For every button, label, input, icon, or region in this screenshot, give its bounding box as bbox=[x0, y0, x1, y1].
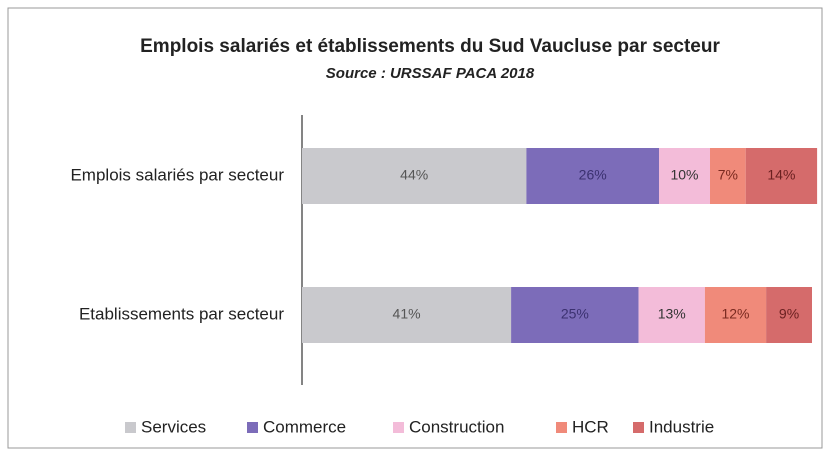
data-label: 9% bbox=[779, 306, 799, 322]
legend-swatch bbox=[633, 422, 644, 433]
legend-swatch bbox=[556, 422, 567, 433]
data-label: 13% bbox=[658, 306, 686, 322]
data-label: 7% bbox=[718, 167, 738, 183]
y-tick-label: Etablissements par secteur bbox=[79, 304, 284, 323]
bar-segment bbox=[766, 287, 812, 343]
data-label: 44% bbox=[400, 167, 428, 183]
legend-label: Commerce bbox=[263, 417, 346, 436]
bar-segment bbox=[526, 148, 659, 204]
bar-segment bbox=[638, 287, 705, 343]
data-label: 10% bbox=[670, 167, 698, 183]
legend-swatch bbox=[125, 422, 136, 433]
bar-segment bbox=[302, 287, 512, 343]
y-tick-label: Emplois salariés par secteur bbox=[70, 165, 284, 184]
bar-segment bbox=[710, 148, 746, 204]
data-label: 26% bbox=[579, 167, 607, 183]
chart-frame bbox=[7, 7, 823, 449]
data-label: 41% bbox=[393, 306, 421, 322]
bar-segment bbox=[745, 148, 818, 204]
data-label: 25% bbox=[561, 306, 589, 322]
data-label: 12% bbox=[721, 306, 749, 322]
legend-label: Industrie bbox=[649, 417, 714, 436]
bar-segment bbox=[511, 287, 639, 343]
bar-segment bbox=[302, 148, 527, 204]
legend-label: Construction bbox=[409, 417, 504, 436]
data-label: 14% bbox=[767, 167, 795, 183]
bar-segment bbox=[659, 148, 710, 204]
chart-subtitle: Source : URSSAF PACA 2018 bbox=[326, 65, 535, 82]
bar-segment bbox=[704, 287, 767, 343]
legend-swatch bbox=[247, 422, 258, 433]
legend-label: HCR bbox=[572, 417, 609, 436]
legend-swatch bbox=[393, 422, 404, 433]
chart-title: Emplois salariés et établissements du Su… bbox=[140, 36, 720, 57]
legend-label: Services bbox=[141, 417, 206, 436]
